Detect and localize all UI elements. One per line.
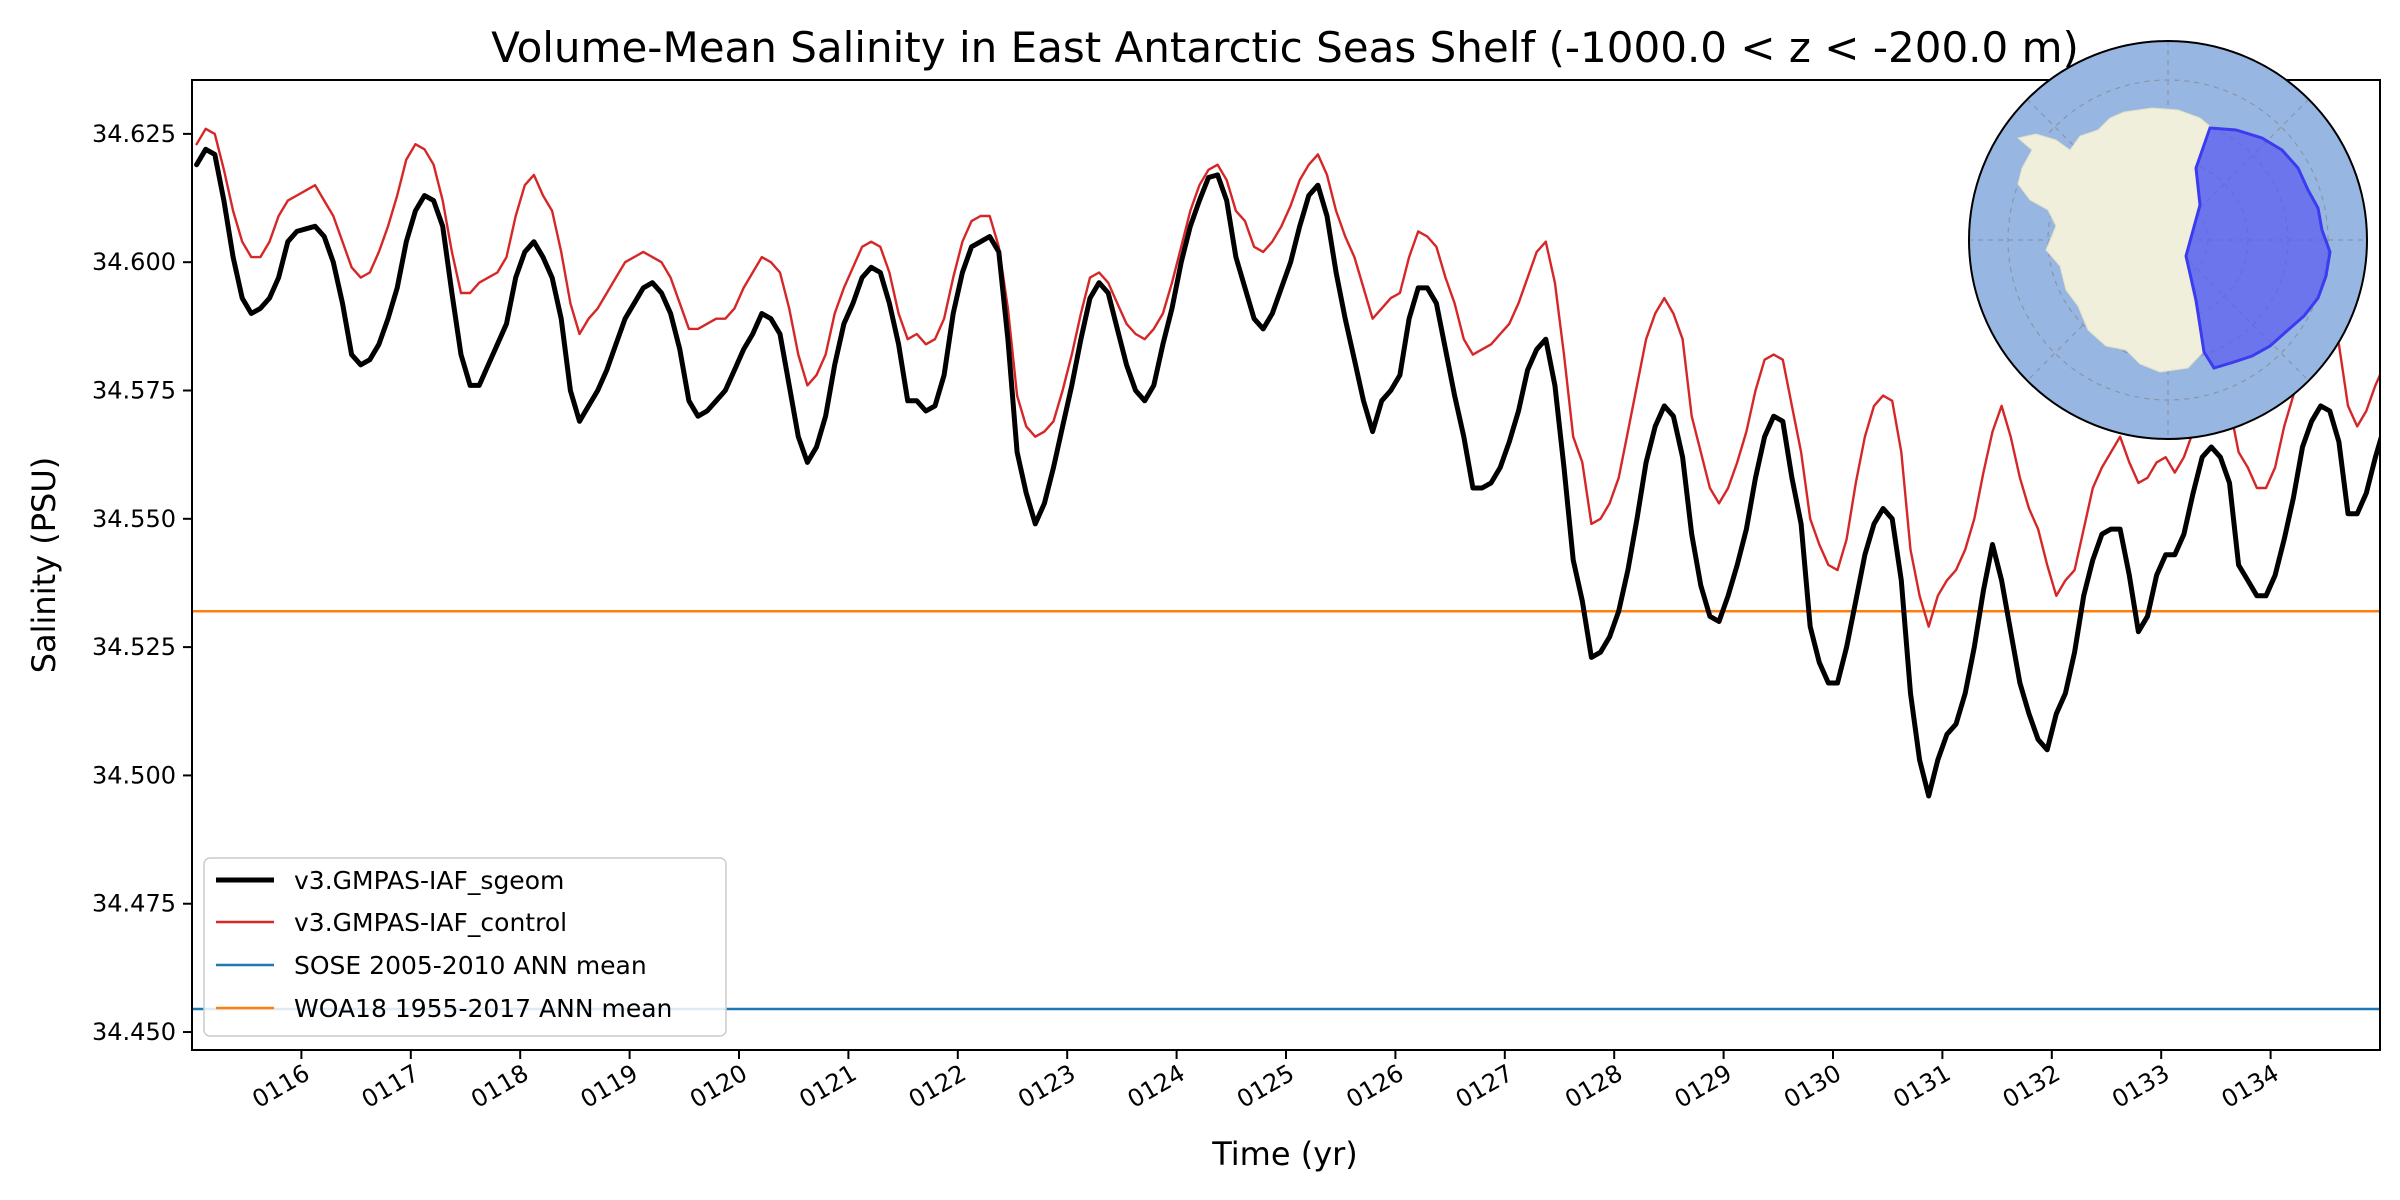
plot-area [192, 127, 2380, 1011]
legend-label: v3.GMPAS-IAF_control [294, 908, 567, 937]
legend-entry: v3.GMPAS-IAF_control [216, 908, 567, 937]
legend-label: SOSE 2005-2010 ANN mean [294, 951, 647, 980]
x-tick-label: 0134 [2217, 1059, 2284, 1114]
x-tick-label: 0120 [685, 1059, 752, 1114]
y-axis-label: Salinity (PSU) [25, 457, 63, 674]
y-axis: 34.450 34.475 34.500 34.525 34.550 34.575 34.6… [92, 120, 192, 1046]
y-tick-label: 34.500 [92, 761, 176, 789]
x-axis: 0116 0117 0118 0119 0120 0121 0122 0123 0124 0125… [248, 1050, 2284, 1114]
antarctica-inset-map [1968, 40, 2368, 440]
legend-entry: v3.GMPAS-IAF_sgeom [216, 866, 564, 895]
y-tick-label: 34.600 [92, 248, 176, 276]
x-tick-label: 0116 [248, 1059, 315, 1114]
x-tick-label: 0122 [904, 1059, 971, 1114]
x-tick-label: 0128 [1560, 1059, 1627, 1114]
y-tick-label: 34.575 [92, 377, 176, 405]
series-line [194, 146, 2380, 799]
map-border [1968, 40, 2368, 440]
chart-title: Volume-Mean Salinity in East Antarctic S… [491, 23, 2079, 72]
x-tick-label: 0125 [1232, 1059, 1299, 1114]
x-tick-label: 0131 [1889, 1059, 1956, 1114]
x-tick-label: 0118 [466, 1059, 533, 1114]
x-tick-label: 0124 [1123, 1059, 1190, 1114]
east-antarctic-shelf-region [2184, 126, 2332, 370]
legend-label: v3.GMPAS-IAF_sgeom [294, 866, 564, 895]
x-tick-label: 0117 [357, 1059, 424, 1114]
x-tick-label: 0121 [795, 1059, 862, 1114]
x-tick-label: 0123 [1013, 1059, 1080, 1114]
y-tick-label: 34.450 [92, 1018, 176, 1046]
series-line [195, 127, 2380, 628]
y-tick-label: 34.475 [92, 890, 176, 918]
legend-label: WOA18 1955-2017 ANN mean [294, 994, 672, 1023]
y-tick-label: 34.625 [92, 120, 176, 148]
x-axis-label: Time (yr) [1211, 1135, 1358, 1173]
x-tick-label: 0127 [1451, 1059, 1518, 1114]
y-tick-label: 34.550 [92, 505, 176, 533]
legend-entry: SOSE 2005-2010 ANN mean [216, 951, 647, 980]
legend-box [203, 857, 727, 1037]
x-tick-label: 0126 [1342, 1059, 1409, 1114]
y-tick-label: 34.525 [92, 633, 176, 661]
legend-entry: WOA18 1955-2017 ANN mean [216, 994, 672, 1023]
legend: v3.GMPAS-IAF_sgeom v3.GMPAS-IAF_control … [203, 857, 727, 1037]
x-tick-label: 0119 [576, 1059, 643, 1114]
x-tick-label: 0130 [1779, 1059, 1846, 1114]
x-tick-label: 0133 [2107, 1059, 2174, 1114]
x-tick-label: 0129 [1670, 1059, 1737, 1114]
x-tick-label: 0132 [1998, 1059, 2065, 1114]
